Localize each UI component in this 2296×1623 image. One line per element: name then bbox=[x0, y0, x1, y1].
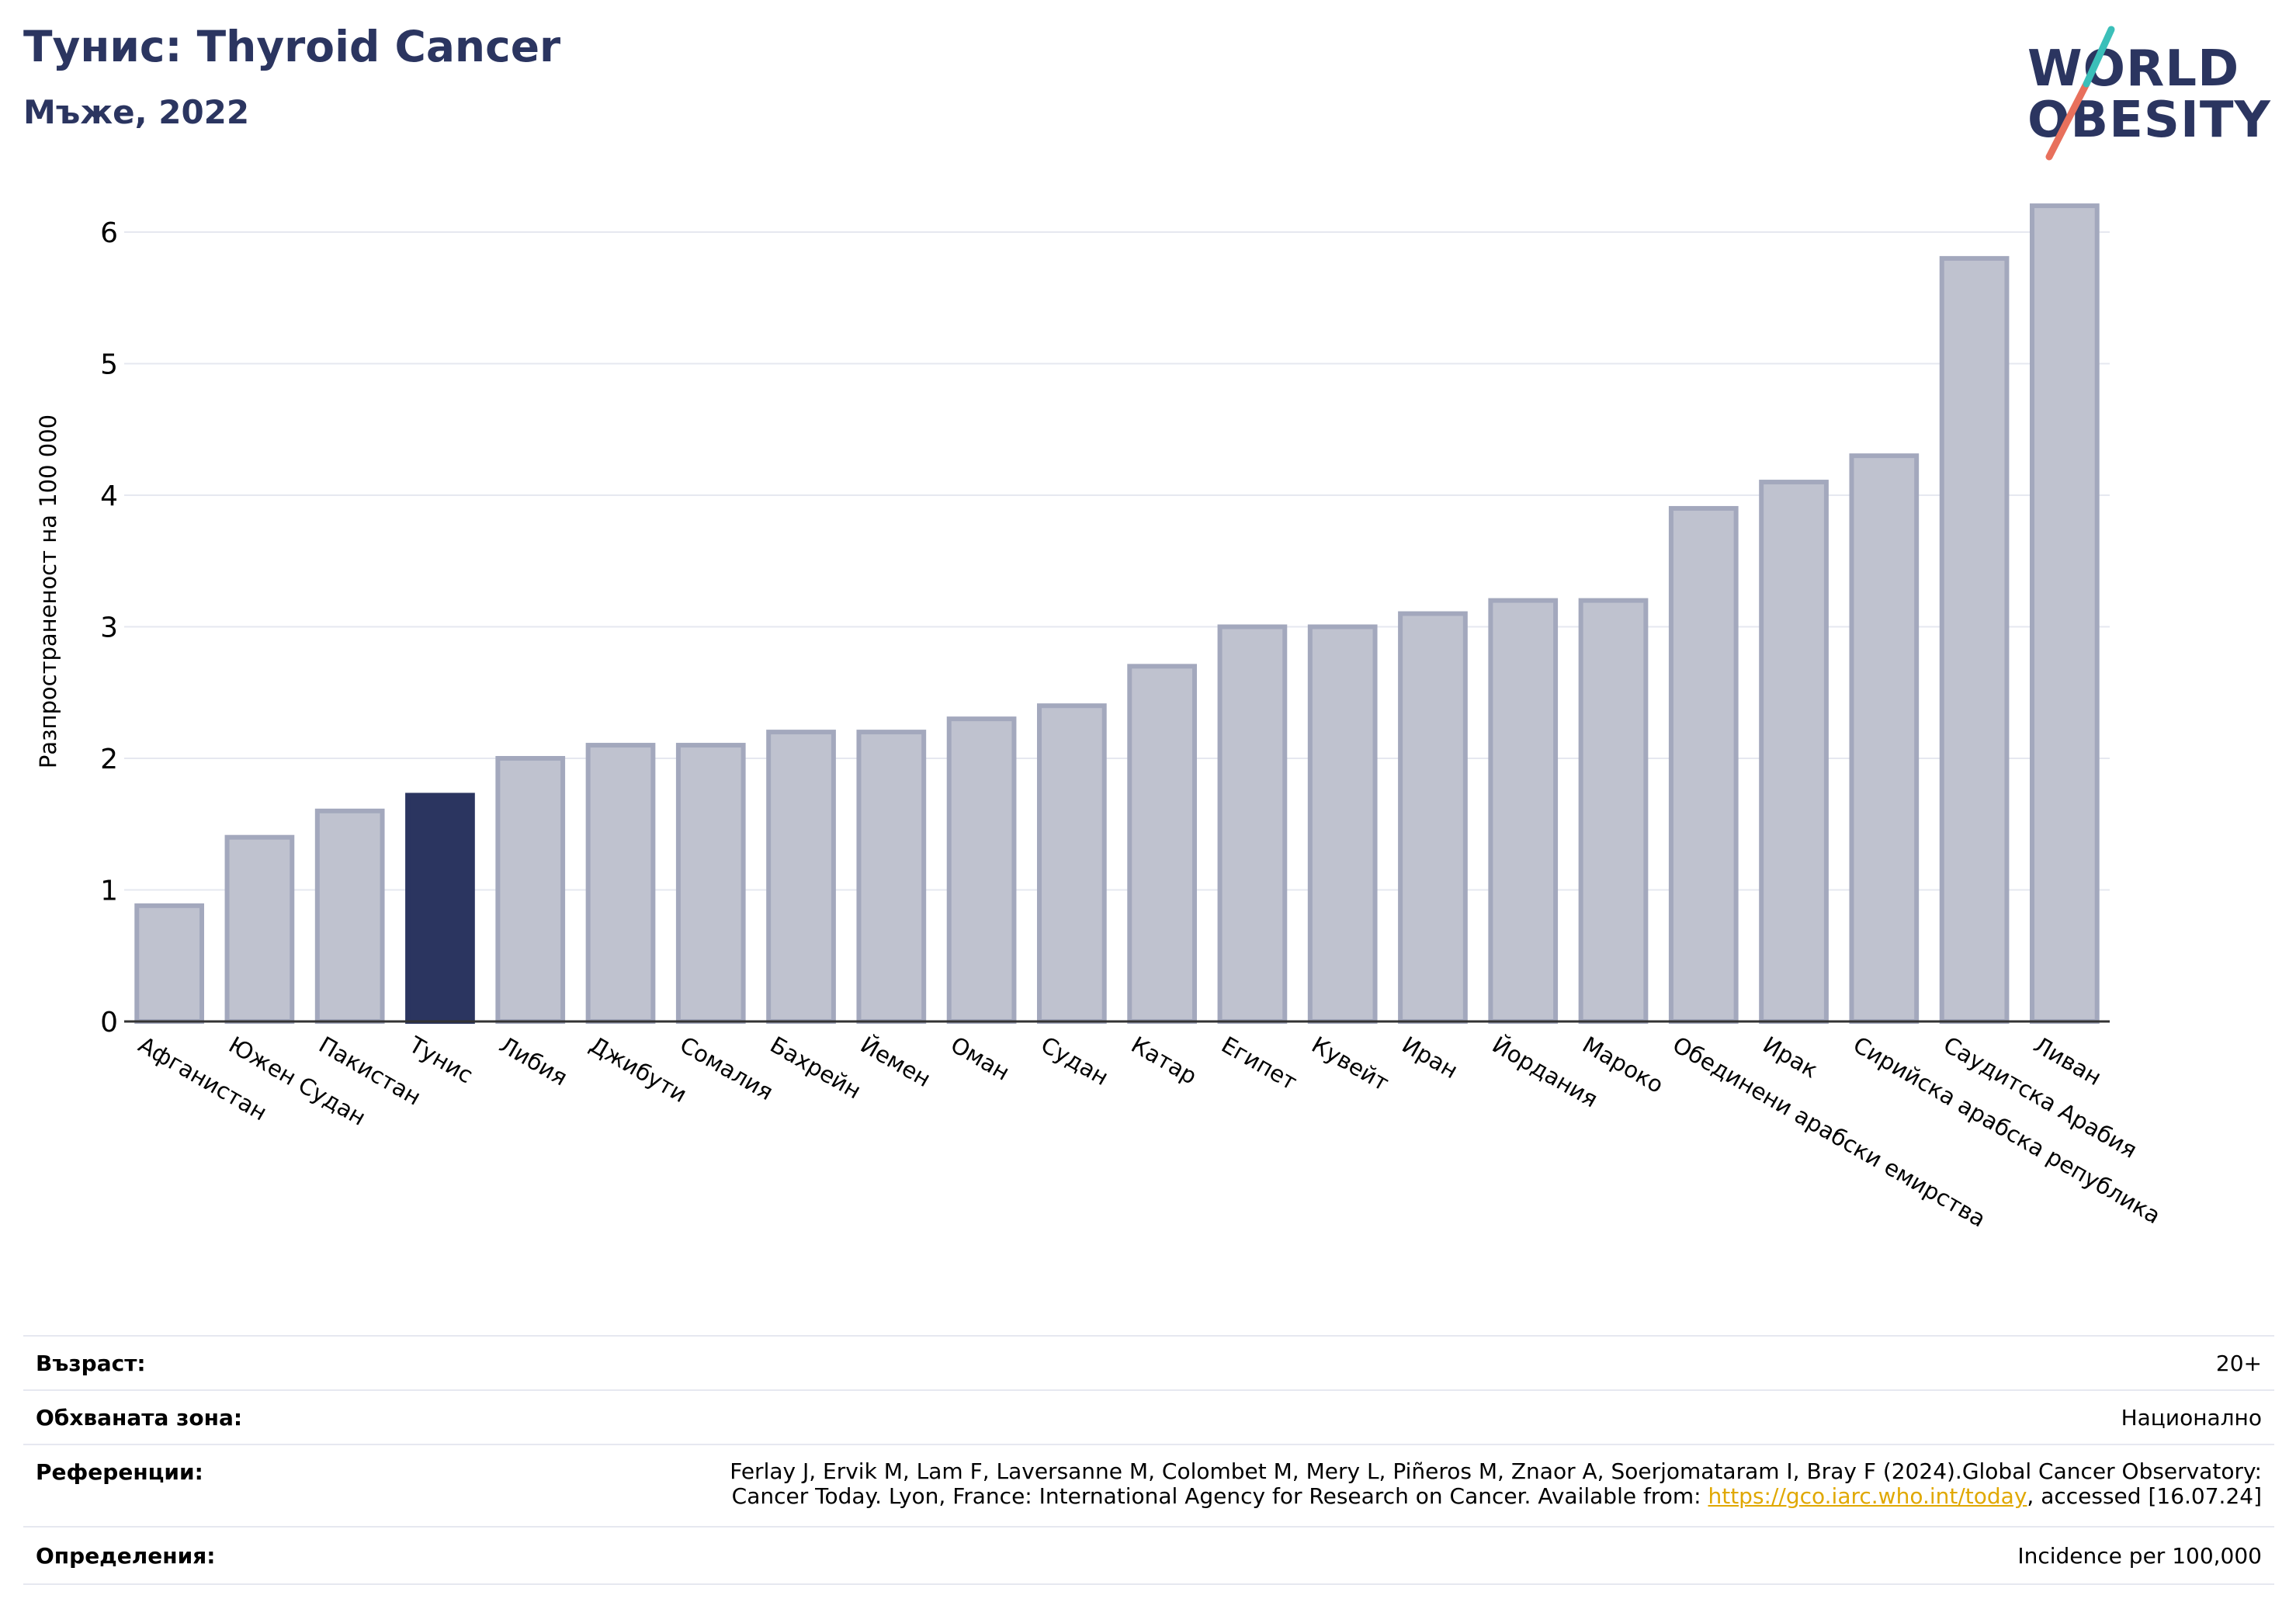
bar-16 bbox=[1488, 598, 1559, 1024]
x-tick-label: Джибути bbox=[585, 1032, 692, 1108]
age-label: Възраст: bbox=[36, 1351, 146, 1376]
age-value: 20+ bbox=[2215, 1351, 2262, 1376]
x-tick-label: Обединени арабски емирства bbox=[1668, 1032, 1990, 1233]
reference-line-2: Cancer Today. Lyon, France: Internationa… bbox=[730, 1484, 2262, 1509]
x-tick-label: Бахрейн bbox=[766, 1032, 866, 1105]
x-tick-label: Ирак bbox=[1759, 1032, 1823, 1084]
bar-1 bbox=[134, 903, 204, 1024]
y-tick-label: 0 bbox=[100, 1007, 118, 1039]
references-value: Ferlay J, Ervik M, Lam F, Laversanne M, … bbox=[730, 1459, 2262, 1509]
bar-17 bbox=[1578, 598, 1649, 1024]
bar-12 bbox=[1127, 664, 1197, 1024]
y-tick-label: 5 bbox=[100, 349, 118, 381]
reference-accessed: , accessed [16.07.24] bbox=[2027, 1483, 2262, 1509]
reference-line-1: Ferlay J, Ervik M, Lam F, Laversanne M, … bbox=[730, 1458, 2262, 1484]
x-tick-label: Тунис bbox=[404, 1031, 478, 1088]
chart-subtitle: Мъже, 2022 bbox=[23, 93, 250, 131]
x-tick-label: Египет bbox=[1217, 1032, 1302, 1096]
reference-link[interactable]: https://gco.iarc.who.int/today bbox=[1708, 1483, 2027, 1509]
bar-19 bbox=[1759, 480, 1829, 1024]
x-tick-label: Судан bbox=[1036, 1032, 1113, 1091]
x-tick-label: Кувейт bbox=[1307, 1032, 1393, 1097]
bar-11 bbox=[1037, 703, 1107, 1024]
y-tick-label: 3 bbox=[100, 612, 118, 644]
bar-7 bbox=[675, 743, 746, 1024]
x-tick-label: Катар bbox=[1127, 1032, 1202, 1090]
bar-14 bbox=[1307, 624, 1378, 1024]
x-tick-label: Сомалия bbox=[675, 1032, 778, 1106]
definitions-label: Определения: bbox=[36, 1543, 216, 1569]
info-row-age: Възраст: 20+ bbox=[23, 1335, 2274, 1391]
area-value: Национално bbox=[2121, 1405, 2262, 1431]
bar-15 bbox=[1398, 611, 1468, 1024]
y-axis-label: Разпространеност на 100 000 bbox=[35, 414, 61, 768]
bar-8 bbox=[766, 730, 836, 1024]
logo-slash-icon bbox=[2045, 26, 2115, 161]
bar-4 bbox=[405, 792, 475, 1024]
x-tick-label: Либия bbox=[495, 1032, 572, 1091]
bar-6 bbox=[585, 743, 656, 1024]
bars bbox=[134, 203, 2100, 1025]
bar-21 bbox=[1939, 255, 2010, 1024]
y-tick-label: 6 bbox=[100, 217, 118, 249]
bar-10 bbox=[946, 716, 1017, 1025]
info-row-definitions: Определения: Incidence per 100,000 bbox=[23, 1526, 2274, 1585]
y-axis-ticks: 0 1 2 3 4 5 6 bbox=[100, 217, 118, 1039]
bar-20 bbox=[1849, 453, 1920, 1024]
bar-13 bbox=[1217, 624, 1288, 1024]
reference-text: Cancer Today. Lyon, France: Internationa… bbox=[731, 1483, 1708, 1509]
x-tick-label: Йемен bbox=[856, 1032, 935, 1093]
definitions-value: Incidence per 100,000 bbox=[2017, 1543, 2262, 1569]
bar-3 bbox=[314, 808, 385, 1025]
x-tick-label: Оман bbox=[946, 1032, 1014, 1086]
bar-2 bbox=[224, 834, 295, 1024]
references-label: Референции: bbox=[36, 1459, 203, 1485]
y-tick-label: 1 bbox=[100, 876, 118, 907]
world-obesity-logo: WORLD OBESITY bbox=[2026, 23, 2274, 163]
bar-5 bbox=[495, 756, 566, 1024]
y-tick-label: 4 bbox=[100, 480, 118, 512]
area-label: Обхваната зона: bbox=[36, 1405, 243, 1431]
bar-9 bbox=[856, 730, 927, 1024]
info-row-references: Референции: Ferlay J, Ervik M, Lam F, La… bbox=[23, 1444, 2274, 1528]
bar-22 bbox=[2030, 203, 2100, 1025]
y-tick-label: 2 bbox=[100, 744, 118, 775]
bar-18 bbox=[1668, 505, 1739, 1024]
info-row-area: Обхваната зона: Национално bbox=[23, 1389, 2274, 1445]
chart-title: Тунис: Thyroid Cancer bbox=[23, 22, 561, 71]
x-tick-label: Иран bbox=[1397, 1032, 1462, 1084]
logo-word-world: WORLD bbox=[2027, 40, 2240, 98]
